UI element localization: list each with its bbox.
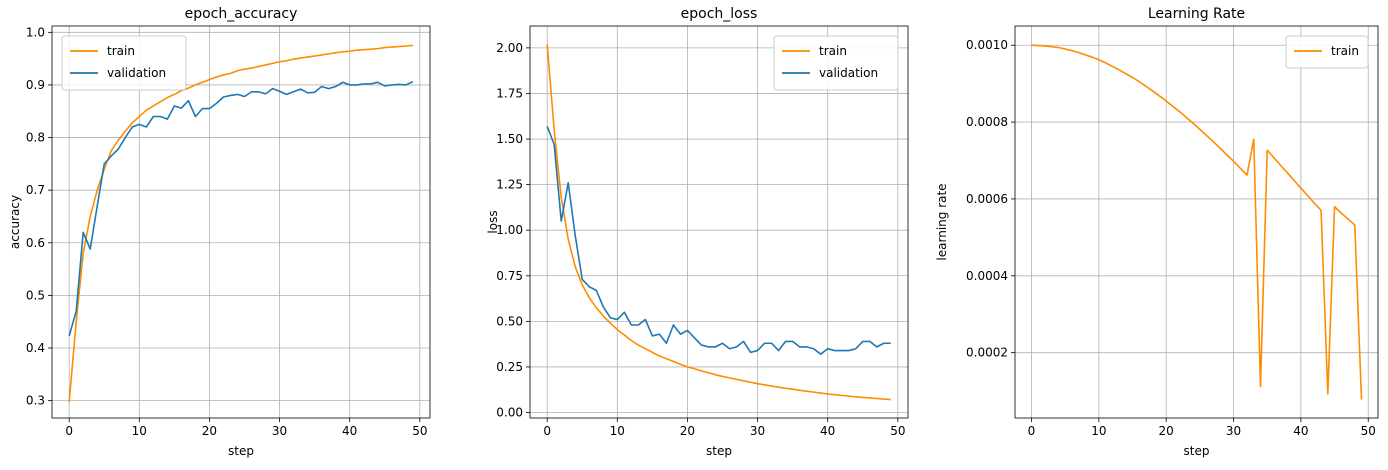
accuracy-x-tick-label: 10: [132, 424, 147, 438]
loss-y-tick-label: 1.75: [496, 86, 523, 100]
accuracy-y-tick-label: 0.7: [26, 183, 45, 197]
loss-legend-label-validation: validation: [819, 66, 878, 80]
loss-x-tick-label: 30: [750, 424, 765, 438]
accuracy-x-tick-label: 30: [272, 424, 287, 438]
learning-rate-x-tick-label: 10: [1091, 424, 1106, 438]
accuracy-y-tick-label: 0.9: [26, 78, 45, 92]
accuracy-legend-box: [61, 35, 187, 91]
loss-gridlines: [530, 26, 908, 418]
loss-y-tick-label: 1.50: [496, 132, 523, 146]
learning-rate-x-tick-label: 20: [1159, 424, 1174, 438]
accuracy-y-tick-label: 0.3: [26, 394, 45, 408]
accuracy-y-tick-label: 1.0: [26, 25, 45, 39]
loss-y-tick-label: 0.25: [496, 360, 523, 374]
loss-subplot: epoch_loss step loss 0 10 20 30 40 50 0.00 0.25…: [486, 6, 909, 458]
learning-rate-legend-label-train: train: [1331, 44, 1359, 58]
accuracy-x-tick-label: 50: [412, 424, 427, 438]
accuracy-gridlines: [52, 26, 430, 418]
accuracy-x-tick-label: 20: [202, 424, 217, 438]
accuracy-x-tick-label: 0: [65, 424, 73, 438]
accuracy-subplot: epoch_accuracy step accuracy 0 10 20 30 40 50…: [8, 6, 431, 458]
learning-rate-y-axis-label: learning rate: [935, 183, 949, 260]
learning-rate-x-tick-label: 0: [1028, 424, 1036, 438]
loss-y-tick-label: 1.00: [496, 223, 523, 237]
accuracy-y-tick-label: 0.6: [26, 236, 45, 250]
learning-rate-y-tick-label: 0.0002: [966, 346, 1008, 360]
accuracy-axes-frame: [51, 25, 431, 419]
learning-rate-y-tick-label: 0.0010: [966, 38, 1008, 52]
learning-rate-x-tick-label: 30: [1226, 424, 1241, 438]
learning-rate-legend-box: [1285, 35, 1369, 69]
loss-legend-box: [773, 35, 899, 91]
loss-train-line: [546, 44, 891, 401]
learning-rate-y-tick-label: 0.0008: [966, 115, 1008, 129]
accuracy-train-line: [68, 44, 413, 403]
loss-y-tick-label: 1.25: [496, 178, 523, 192]
learning-rate-x-tick-label: 50: [1361, 424, 1376, 438]
accuracy-legend: train validation: [61, 35, 187, 91]
loss-x-tick-label: 20: [680, 424, 695, 438]
loss-validation-line: [546, 125, 891, 355]
learning-rate-y-tick-label: 0.0006: [966, 192, 1008, 206]
learning-rate-train-line: [1031, 44, 1363, 400]
learning-rate-x-axis-label: step: [1184, 444, 1210, 458]
accuracy-x-tick-label: 40: [342, 424, 357, 438]
loss-x-tick-label: 50: [890, 424, 905, 438]
loss-y-tick-label: 0.75: [496, 269, 523, 283]
learning-rate-y-tick-label: 0.0004: [966, 269, 1008, 283]
accuracy-legend-label-train: train: [107, 44, 135, 58]
loss-x-tick-label: 10: [610, 424, 625, 438]
accuracy-validation-line: [68, 81, 414, 337]
accuracy-title: epoch_accuracy: [185, 6, 298, 22]
loss-legend: train validation: [773, 35, 899, 91]
loss-x-axis-label: step: [706, 444, 732, 458]
learning-rate-title: Learning Rate: [1148, 6, 1245, 22]
accuracy-legend-label-validation: validation: [107, 66, 166, 80]
loss-x-tick-label: 0: [543, 424, 551, 438]
loss-y-tick-label: 0.00: [496, 406, 523, 420]
loss-y-axis-label: loss: [486, 210, 500, 233]
loss-legend-label-train: train: [819, 44, 847, 58]
accuracy-y-tick-label: 0.4: [26, 341, 45, 355]
loss-title: epoch_loss: [681, 6, 758, 22]
accuracy-y-axis-label: accuracy: [8, 195, 22, 249]
accuracy-y-tick-label: 0.8: [26, 131, 45, 145]
loss-axes-frame: [529, 25, 909, 419]
learning-rate-subplot: Learning Rate step learning rate 0 10 20 30…: [935, 6, 1379, 458]
learning-rate-legend: train: [1285, 35, 1369, 69]
accuracy-y-tick-label: 0.5: [26, 288, 45, 302]
learning-rate-x-tick-label: 40: [1293, 424, 1308, 438]
loss-x-tick-label: 40: [820, 424, 835, 438]
learning-rate-axes-frame: [1014, 25, 1379, 419]
accuracy-x-axis-label: step: [228, 444, 254, 458]
loss-y-tick-label: 0.50: [496, 314, 523, 328]
loss-y-tick-label: 2.00: [496, 41, 523, 55]
